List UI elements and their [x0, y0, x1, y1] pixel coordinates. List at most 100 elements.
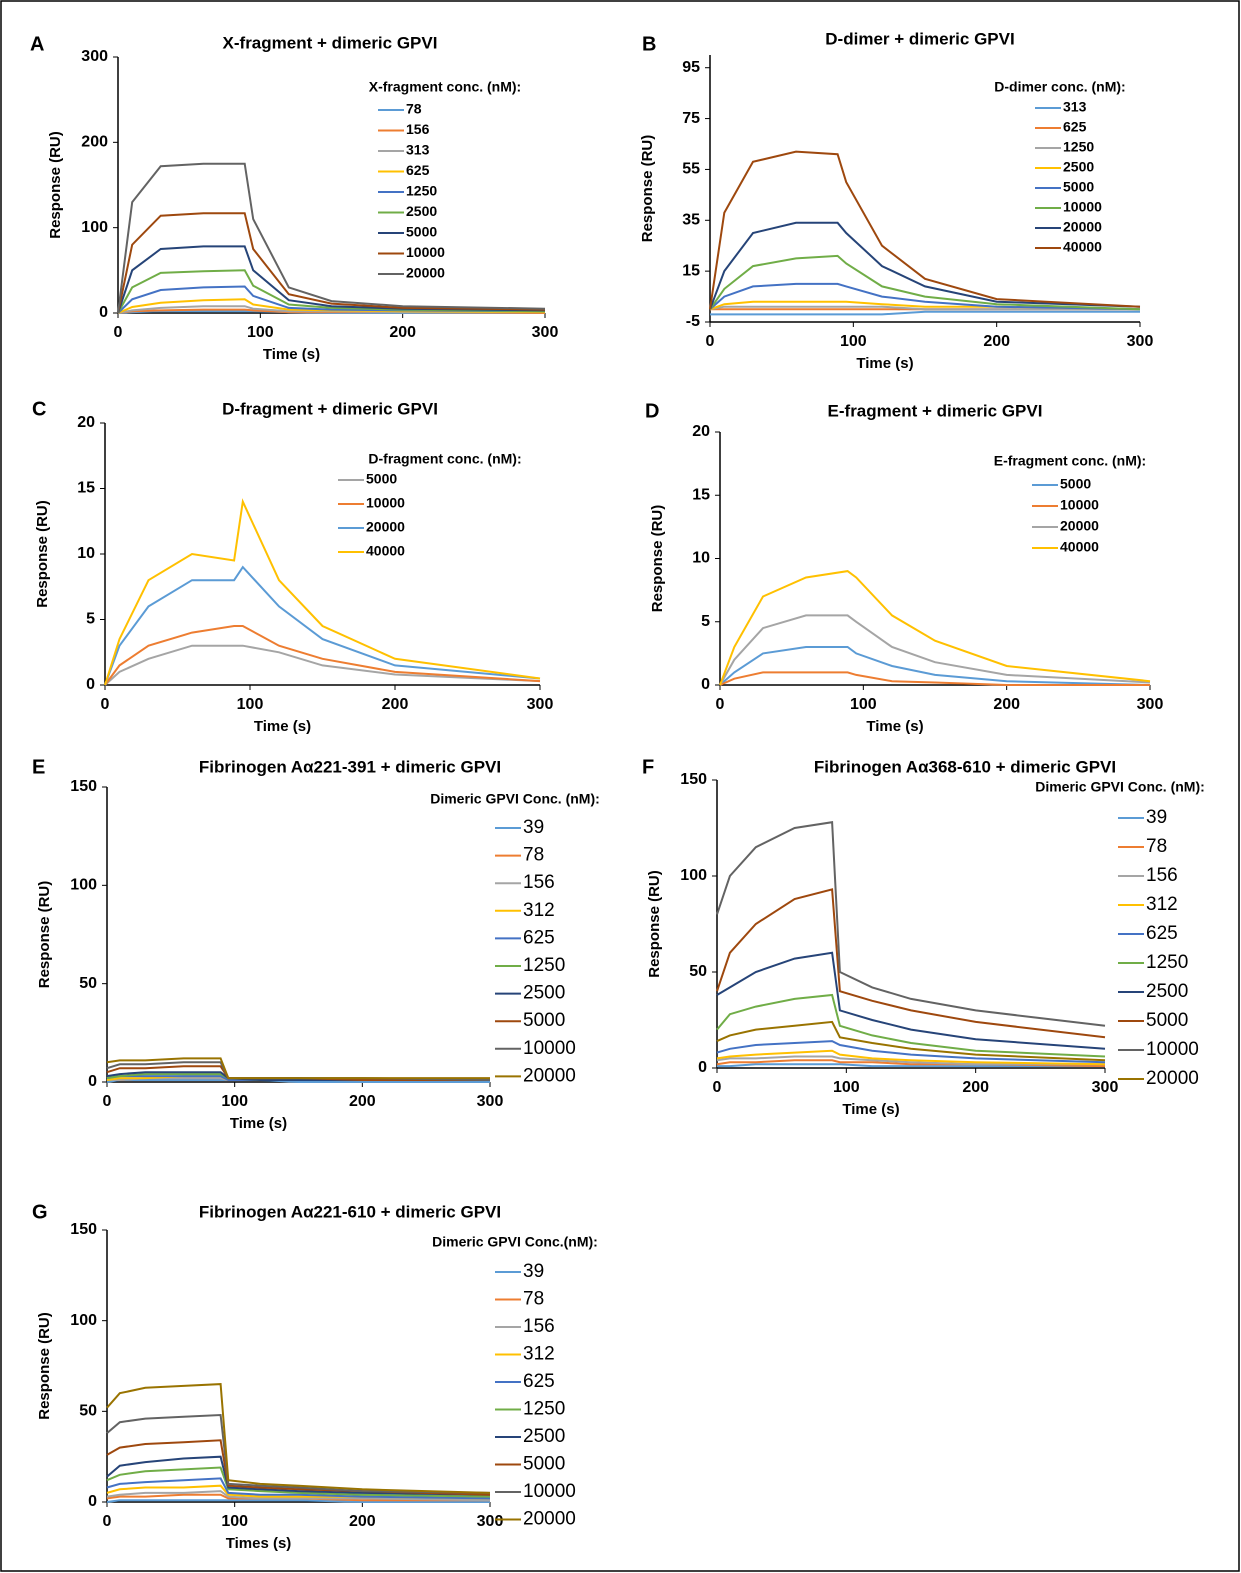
x-axis-label: Time (s)	[856, 355, 913, 372]
legend-label: 1250	[1063, 139, 1094, 155]
y-tick-label: 15	[692, 486, 710, 503]
panel-label: D	[645, 400, 659, 422]
y-tick-label: 100	[680, 867, 707, 884]
y-tick-label: 10	[692, 550, 710, 567]
series-line	[117, 212, 546, 314]
x-axis-label: Time (s)	[842, 1101, 899, 1118]
chart-title: X-fragment + dimeric GPVI	[223, 33, 438, 52]
y-tick-label: 5	[701, 613, 710, 630]
series-line	[716, 1040, 1106, 1064]
y-tick-label: 100	[81, 219, 108, 236]
y-tick-label: 50	[79, 1403, 97, 1420]
series-line	[106, 1466, 491, 1498]
y-axis-label: Response (RU)	[639, 135, 656, 243]
series-line	[716, 951, 1106, 1050]
y-tick-label: 35	[682, 212, 700, 229]
series-line	[117, 245, 546, 314]
x-axis-label: Time (s)	[866, 718, 923, 735]
legend-label: 10000	[523, 1481, 576, 1502]
y-tick-label: -5	[686, 313, 700, 330]
legend-label: 78	[523, 1289, 544, 1310]
legend-label: 20000	[523, 1509, 576, 1530]
panel-label: A	[30, 33, 44, 55]
series-line	[117, 285, 546, 314]
y-axis-label: Response (RU)	[47, 131, 64, 239]
x-tick-label: 300	[532, 324, 559, 341]
series-line	[719, 671, 1150, 686]
panel-label: G	[32, 1201, 48, 1223]
x-tick-label: 0	[706, 333, 715, 350]
legend-label: 1250	[523, 1399, 565, 1420]
legend-label: 312	[523, 900, 555, 921]
legend-title: X-fragment conc. (nM):	[369, 79, 521, 95]
x-tick-label: 200	[382, 696, 409, 713]
legend-label: 78	[523, 845, 544, 866]
legend-label: 40000	[1063, 239, 1102, 255]
legend-title: Dimeric GPVI Conc. (nM):	[1035, 779, 1205, 795]
x-tick-label: 300	[1137, 696, 1164, 713]
legend-label: 312	[523, 1344, 555, 1365]
y-tick-label: 150	[70, 778, 97, 795]
x-axis-label: Time (s)	[254, 718, 311, 735]
legend-title: E-fragment conc. (nM):	[994, 453, 1146, 469]
x-tick-label: 200	[349, 1093, 376, 1110]
series-line	[104, 644, 541, 686]
legend-label: 5000	[523, 1454, 565, 1475]
series-line	[709, 305, 1140, 311]
legend-label: 156	[523, 872, 555, 893]
series-line	[709, 254, 1141, 311]
chart-title: D-fragment + dimeric GPVI	[222, 399, 438, 418]
x-axis-label: Time (s)	[263, 346, 320, 363]
legend-title: D-fragment conc. (nM):	[368, 451, 521, 467]
y-tick-label: 0	[698, 1059, 707, 1076]
legend-label: 1250	[1146, 952, 1188, 973]
series-line	[716, 821, 1106, 1027]
series-line	[106, 1490, 491, 1502]
series-line	[709, 221, 1141, 310]
series-line	[106, 1499, 490, 1503]
x-tick-label: 200	[993, 696, 1020, 713]
legend-label: 2500	[523, 1426, 565, 1447]
y-tick-label: 75	[682, 110, 700, 127]
chart-title: Fibrinogen Aα368-610 + dimeric GPVI	[814, 757, 1116, 776]
x-tick-label: 0	[716, 696, 725, 713]
x-tick-label: 100	[221, 1093, 248, 1110]
legend-label: 1250	[523, 955, 565, 976]
legend-title: Dimeric GPVI Conc. (nM):	[430, 791, 600, 807]
panel-label: E	[32, 756, 45, 778]
x-tick-label: 200	[349, 1513, 376, 1530]
legend-label: 313	[1063, 99, 1087, 115]
y-tick-label: 0	[99, 304, 108, 321]
panel-label: C	[32, 398, 46, 420]
series-line	[106, 1057, 490, 1080]
x-axis-label: Time (s)	[230, 1115, 287, 1132]
legend-label: 10000	[1063, 199, 1102, 215]
y-tick-label: 50	[79, 975, 97, 992]
x-tick-label: 200	[389, 324, 416, 341]
x-tick-label: 100	[840, 333, 867, 350]
legend-label: 1250	[406, 183, 437, 199]
y-tick-label: 50	[689, 963, 707, 980]
series-line	[709, 282, 1141, 311]
series-line	[710, 310, 1140, 316]
x-tick-label: 0	[713, 1079, 722, 1096]
y-tick-label: 300	[81, 48, 108, 65]
legend-label: 625	[1063, 119, 1087, 135]
legend-label: 39	[523, 817, 544, 838]
x-tick-label: 300	[477, 1093, 504, 1110]
series-line	[104, 498, 541, 686]
y-tick-label: 95	[682, 59, 700, 76]
x-tick-label: 300	[477, 1513, 504, 1530]
x-tick-label: 100	[247, 324, 274, 341]
legend-label: 5000	[366, 471, 397, 487]
legend-label: 10000	[366, 495, 405, 511]
legend-label: 313	[406, 142, 430, 158]
x-tick-label: 0	[114, 324, 123, 341]
y-tick-label: 20	[692, 423, 710, 440]
x-tick-label: 100	[850, 696, 877, 713]
legend-label: 2500	[1146, 981, 1188, 1002]
y-axis-label: Response (RU)	[36, 881, 53, 989]
x-tick-label: 300	[527, 696, 554, 713]
